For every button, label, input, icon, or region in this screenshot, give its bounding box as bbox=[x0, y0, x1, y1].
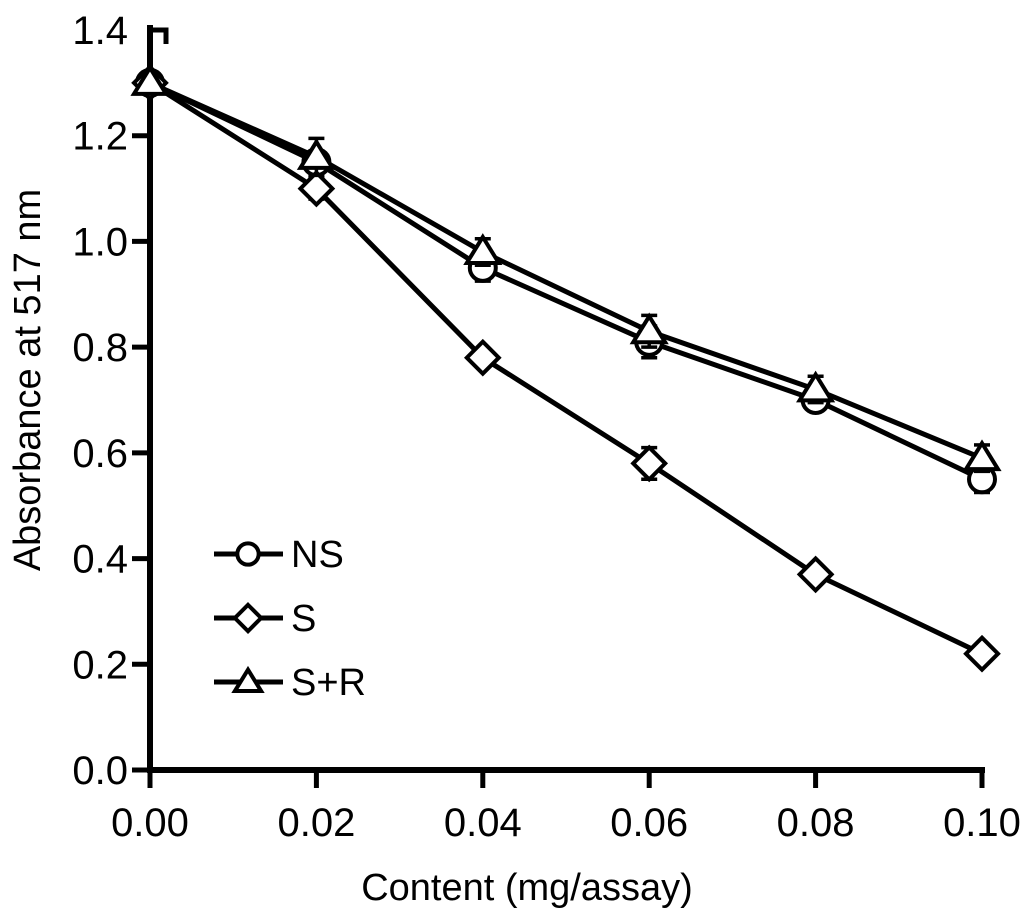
marker-diamond-s-5 bbox=[963, 634, 1001, 673]
y-axis-top-tick bbox=[150, 27, 169, 44]
y-tick-label: 1.4 bbox=[72, 9, 128, 53]
legend-label-splusr: S+R bbox=[291, 662, 366, 704]
x-tick-label: 0.04 bbox=[444, 801, 522, 845]
marker-triangle-splusr-0 bbox=[130, 64, 170, 96]
marker-diamond-s-2 bbox=[463, 338, 502, 377]
legend-marker-diamond-s bbox=[232, 602, 264, 634]
marker-triangle-splusr-4 bbox=[796, 370, 836, 403]
marker-diamond-s-4 bbox=[796, 555, 835, 594]
marker-diamond-s-1 bbox=[297, 169, 336, 208]
legend-label-ns: NS bbox=[291, 534, 344, 576]
y-tick-label: 1.2 bbox=[72, 115, 128, 159]
legend-label-s: S bbox=[291, 598, 316, 640]
y-tick-label: 0.2 bbox=[72, 643, 128, 687]
legend-marker-triangle-splusr bbox=[231, 665, 265, 694]
x-tick-label: 0.06 bbox=[610, 801, 688, 845]
y-tick-label: 1.0 bbox=[72, 220, 128, 264]
y-tick-label: 0.8 bbox=[72, 326, 128, 370]
series-line-ns bbox=[148, 80, 984, 482]
marker-triangle-splusr-1 bbox=[296, 138, 336, 170]
x-tick-label: 0.02 bbox=[277, 801, 355, 845]
marker-diamond-s-3 bbox=[630, 444, 669, 483]
x-axis-title: Content (mg/assay) bbox=[361, 867, 693, 909]
x-tick-label: 0.08 bbox=[777, 801, 855, 845]
y-axis-title: Absorbance at 517 nm bbox=[7, 189, 49, 571]
marker-triangle-splusr-2 bbox=[463, 233, 503, 265]
y-tick-label: 0.4 bbox=[72, 538, 128, 582]
x-tick-label: 0.10 bbox=[943, 801, 1021, 845]
x-tick-label: 0.00 bbox=[111, 801, 189, 845]
series-line-s bbox=[148, 80, 984, 656]
legend-marker-circle-ns bbox=[235, 541, 261, 567]
y-tick-label: 0.6 bbox=[72, 432, 128, 476]
series-line-splusr bbox=[148, 80, 983, 461]
y-tick-label: 0.0 bbox=[72, 749, 128, 793]
marker-triangle-splusr-5 bbox=[962, 439, 1002, 472]
marker-triangle-splusr-3 bbox=[629, 312, 669, 345]
